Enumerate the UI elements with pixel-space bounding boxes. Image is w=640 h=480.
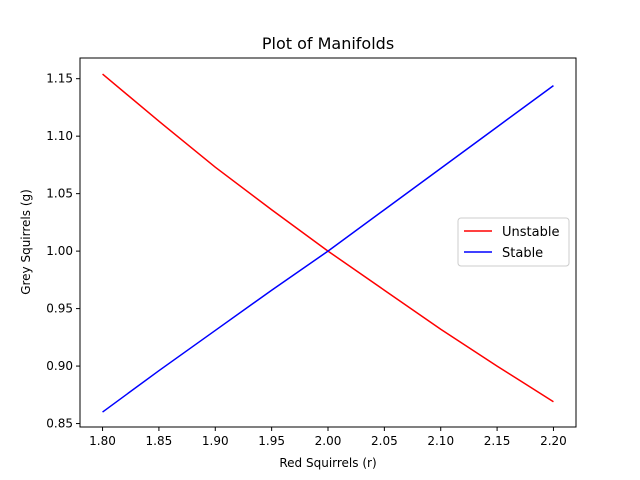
x-tick-label: 1.85 bbox=[146, 434, 173, 448]
x-tick-label: 1.95 bbox=[258, 434, 285, 448]
y-axis-label: Grey Squirrels (g) bbox=[19, 189, 33, 295]
y-axis: 0.85 0.90 0.95 1.00 1.05 1.10 1.15 bbox=[46, 72, 80, 431]
series-line-stable bbox=[102, 84, 554, 413]
x-axis: 1.80 1.85 1.90 1.95 2.00 2.05 2.10 2.15 2.20 bbox=[89, 427, 567, 448]
y-tick-label: 1.15 bbox=[46, 72, 73, 86]
x-tick-label: 2.20 bbox=[540, 434, 567, 448]
y-tick-label: 1.00 bbox=[46, 244, 73, 258]
y-tick-label: 1.05 bbox=[46, 187, 73, 201]
x-tick-label: 2.00 bbox=[315, 434, 342, 448]
x-tick-label: 2.10 bbox=[427, 434, 454, 448]
x-tick-label: 1.80 bbox=[89, 434, 116, 448]
legend-label-stable: Stable bbox=[502, 246, 543, 261]
x-tick-label: 1.90 bbox=[202, 434, 229, 448]
x-tick-label: 2.15 bbox=[484, 434, 511, 448]
chart-title: Plot of Manifolds bbox=[262, 34, 394, 53]
legend-label-unstable: Unstable bbox=[502, 225, 559, 240]
y-tick-label: 0.95 bbox=[46, 302, 73, 316]
x-axis-label: Red Squirrels (r) bbox=[279, 456, 376, 470]
x-tick-label: 2.05 bbox=[371, 434, 398, 448]
y-tick-label: 0.85 bbox=[46, 417, 73, 431]
y-tick-label: 1.10 bbox=[46, 129, 73, 143]
plot-area bbox=[102, 73, 554, 413]
y-tick-label: 0.90 bbox=[46, 359, 73, 373]
legend: Unstable Stable bbox=[457, 217, 570, 267]
legend-box bbox=[457, 217, 570, 267]
